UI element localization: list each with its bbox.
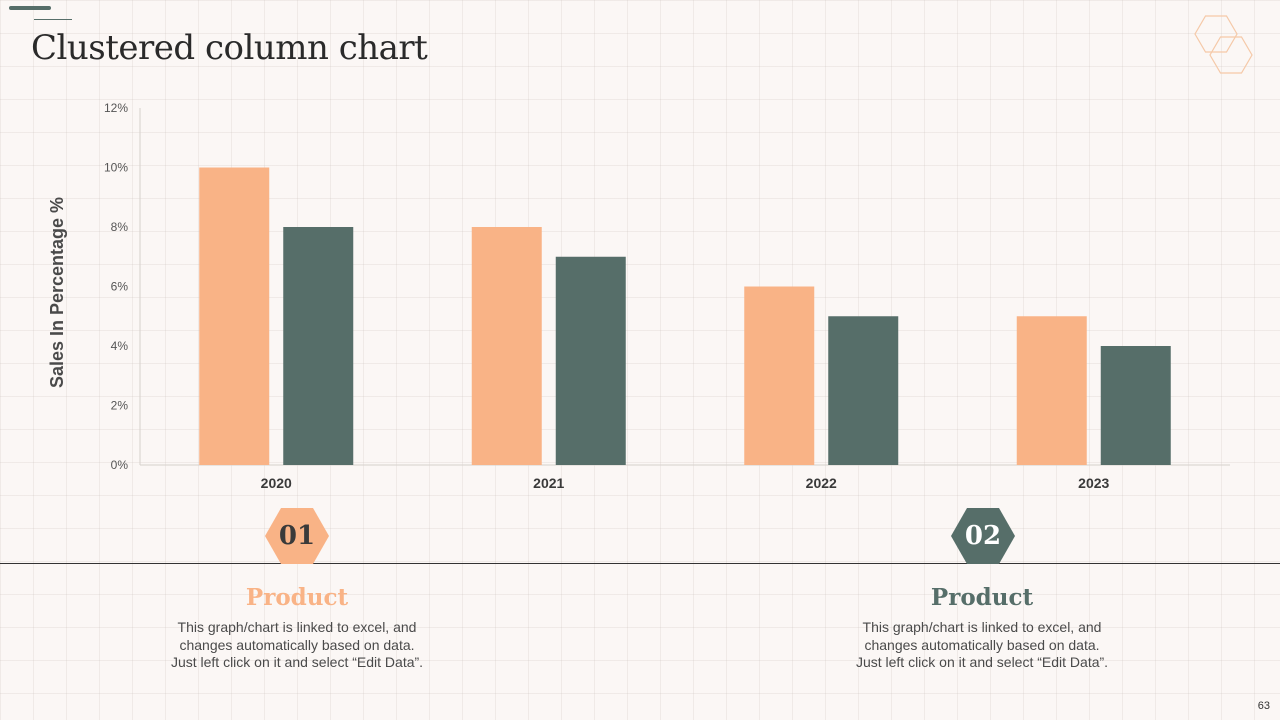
bar-2021-series-1 <box>471 227 542 465</box>
y-tick-label: 4% <box>111 339 129 353</box>
product-01-title: Product <box>245 584 349 611</box>
product-02-description-line: Just left click on it and select “Edit D… <box>855 654 1109 670</box>
product-02-badge: 02 <box>951 508 1015 564</box>
product-02-description: This graph/chart is linked to excel, and… <box>822 619 1142 672</box>
page-number: 63 <box>1257 700 1270 712</box>
product-02-description-line: changes automatically based on data. <box>864 636 1100 653</box>
bar-2020-series-1 <box>199 167 270 465</box>
chart-labels: 0% 2% 4% 6% 8% 10% 12% Sales In Percentage % 202… <box>47 101 1110 491</box>
x-tick-label: 2020 <box>261 475 292 491</box>
y-tick-label: 12% <box>104 101 128 115</box>
product-01-description-line: This graph/chart is linked to excel, and <box>177 619 417 635</box>
y-tick-label: 0% <box>111 458 129 472</box>
y-tick-label: 2% <box>111 399 129 413</box>
bar-2021-series-2 <box>555 256 626 465</box>
bar-2022-series-2 <box>828 316 899 465</box>
x-tick-label: 2021 <box>533 475 564 491</box>
bar-2020-series-2 <box>283 227 354 465</box>
x-tick-label: 2022 <box>806 475 837 491</box>
product-01-description: This graph/chart is linked to excel, and… <box>137 619 457 672</box>
y-axis-title: Sales In Percentage % <box>47 197 67 388</box>
y-tick-label: 8% <box>111 220 129 234</box>
product-01-description-line: Just left click on it and select “Edit D… <box>170 654 424 670</box>
bar-2022-series-1 <box>744 286 815 465</box>
title-accent-bar <box>9 6 51 10</box>
chart-bars <box>199 167 1171 465</box>
product-01-description-line: changes automatically based on data. <box>179 636 415 653</box>
y-tick-label: 10% <box>104 161 128 175</box>
product-02-description-line: This graph/chart is linked to excel, and <box>862 619 1102 635</box>
section-divider <box>0 563 1280 564</box>
product-02-title: Product <box>930 584 1034 611</box>
x-tick-label: 2023 <box>1078 475 1109 491</box>
page-title: Clustered column chart <box>31 28 428 68</box>
bar-2023-series-1 <box>1016 316 1087 465</box>
y-tick-label: 6% <box>111 280 129 294</box>
hexagon-decoration-icon <box>1194 15 1253 74</box>
bar-2023-series-2 <box>1100 346 1171 465</box>
title-accent-line <box>34 19 72 20</box>
